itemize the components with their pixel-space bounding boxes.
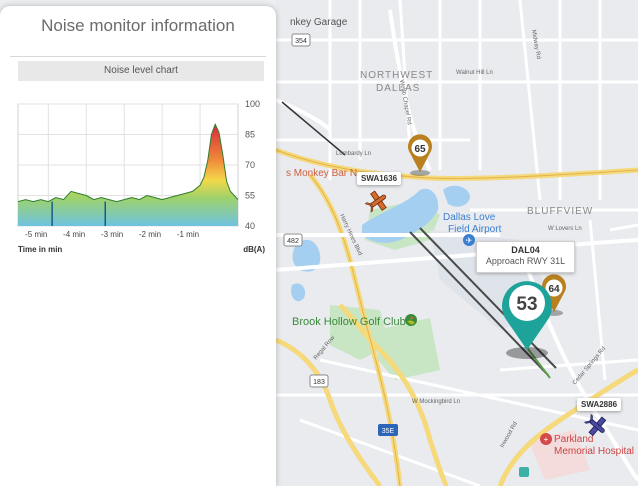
area-label-dallas: DALLAS — [376, 83, 420, 94]
y-tick-label: 55 — [245, 191, 255, 201]
approach-path — [281, 101, 346, 156]
place-label-golf-club: Brook Hollow Golf Club — [292, 316, 406, 328]
svg-text:✈: ✈ — [466, 236, 473, 245]
pond — [291, 283, 306, 302]
panel-title: Noise monitor information — [41, 16, 235, 35]
chart-header: Noise level chart — [18, 61, 264, 81]
flight-tag-swa1636[interactable]: SWA1636 — [357, 172, 402, 185]
x-tick-label: -1 min — [177, 230, 199, 239]
street-label-mockingbird: W Mockingbird Ln — [412, 399, 460, 405]
area-label-northwest: NORTHWEST — [360, 70, 433, 81]
svg-text:64: 64 — [548, 284, 560, 295]
x-tick-label: -4 min — [63, 230, 85, 239]
svg-text:65: 65 — [414, 144, 426, 155]
svg-text:183: 183 — [313, 379, 325, 386]
svg-text:53: 53 — [516, 294, 537, 315]
noise-monitor-pin-64[interactable]: 64 — [542, 274, 567, 316]
place-label-parkland: Parkland — [554, 434, 593, 445]
shield-354-icon: 354 — [291, 33, 311, 47]
street-label-lombardy: Lombardy Ln — [336, 151, 371, 157]
station-popup-name: DAL04 — [511, 245, 540, 255]
y-tick-label: 85 — [245, 130, 255, 140]
y-tick-labels: 100 85 70 55 40 — [245, 99, 260, 231]
svg-text:35E: 35E — [382, 428, 395, 435]
golf-icon: ⛳ — [405, 314, 417, 326]
shield-482-icon: 482 — [283, 233, 303, 247]
svg-text:354: 354 — [295, 38, 307, 45]
aircraft-swa1636-icon[interactable] — [362, 188, 391, 216]
place-label-love-field-airport: Field Airport — [448, 224, 502, 235]
y-tick-label: 40 — [245, 221, 255, 231]
x-tick-label: -3 min — [101, 230, 123, 239]
place-label-garage: nkey Garage — [290, 17, 348, 28]
svg-text:⛳: ⛳ — [407, 316, 416, 325]
y-tick-label: 70 — [245, 160, 255, 170]
svg-text:+: + — [544, 435, 549, 444]
noise-monitor-pin-65[interactable]: 65 — [407, 134, 432, 176]
shield-35e-icon: 35E — [378, 424, 398, 436]
panel-divider — [10, 56, 266, 57]
major-road-edges — [275, 149, 638, 486]
place-label-monkey-bar: s Monkey Bar N — [286, 168, 357, 179]
route-line — [524, 344, 551, 379]
flight-tag-swa2886[interactable]: SWA2886 — [577, 398, 622, 411]
place-label-hospital: Memorial Hospital — [554, 446, 634, 457]
hospital-icon: + — [540, 433, 552, 445]
street-grid — [276, 0, 638, 486]
noise-level-chart: 100 85 70 55 40 -5 min -4 min -3 min -2 min -1 m… — [17, 99, 265, 254]
x-tick-labels: -5 min -4 min -3 min -2 min -1 min — [25, 230, 199, 239]
lake — [362, 188, 439, 243]
station-popup[interactable]: DAL04 Approach RWY 31L — [476, 241, 575, 273]
x-unit-label: Time in min — [18, 245, 62, 254]
area-label-bluffview: BLUFFVIEW — [527, 206, 593, 217]
transit-icon — [519, 467, 529, 477]
station-popup-subtitle: Approach RWY 31L — [485, 256, 566, 266]
airport-icon: ✈ — [463, 234, 475, 246]
noise-area — [18, 124, 238, 226]
x-tick-label: -5 min — [25, 230, 47, 239]
x-tick-label: -2 min — [139, 230, 161, 239]
pond — [443, 185, 470, 207]
svg-text:482: 482 — [287, 238, 299, 245]
y-unit-label: dB(A) — [243, 245, 265, 254]
street-label-midway: Midway Rd — [530, 29, 541, 59]
street-label-lovers: W Lovers Ln — [548, 226, 582, 232]
runway — [409, 227, 557, 376]
noise-dips — [51, 201, 106, 226]
pond — [292, 239, 321, 272]
shield-183-icon: 183 — [309, 374, 329, 388]
place-label-love-field: Dallas Love — [443, 212, 496, 223]
noise-line — [18, 123, 238, 203]
aircraft-swa2886-icon[interactable] — [581, 411, 610, 440]
y-tick-label: 100 — [245, 99, 260, 109]
noise-monitor-pin-53-selected[interactable]: 53 — [502, 281, 552, 359]
noise-monitor-panel: Noise monitor information Noise level ch… — [0, 6, 276, 486]
street-label-walnut-hill: Walnut Hill Ln — [456, 70, 493, 76]
